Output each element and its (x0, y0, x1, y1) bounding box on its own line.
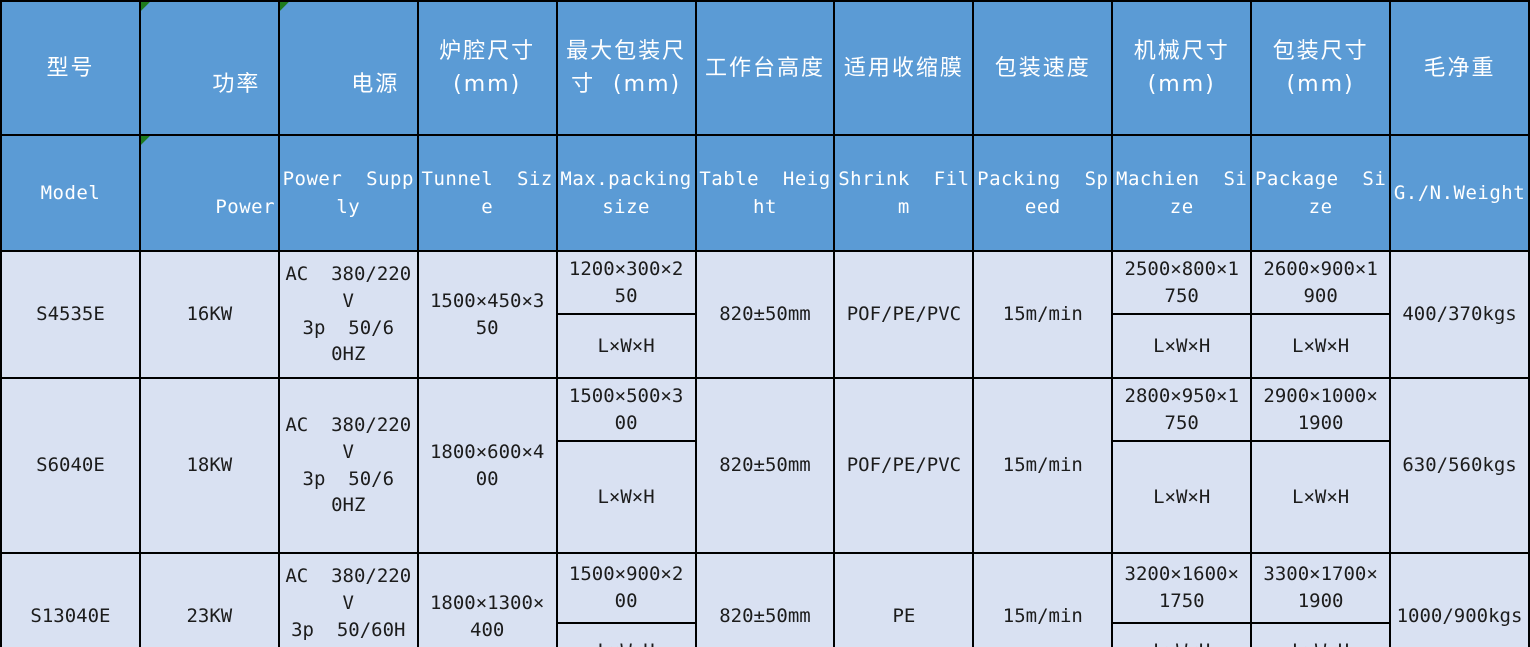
header-en-power-label: Power (215, 196, 276, 218)
cell-machine-lwh[interactable]: L×W×H (1111, 313, 1253, 379)
cell-max-packing-lwh[interactable]: L×W×H (555, 622, 697, 647)
row-s13040e-sub: L×W×H L×W×H L×W×H (1, 622, 1529, 647)
header-cn-table-height[interactable]: 工作台高度 (694, 0, 836, 136)
cell-power-supply[interactable]: AC 380/220V 3p 50/60H Z (277, 552, 419, 647)
header-en-max-packing[interactable]: Max.packing size (555, 134, 697, 252)
cell-model[interactable]: S13040E (0, 552, 141, 647)
cell-shrink-film[interactable]: PE (833, 552, 975, 647)
cell-weight[interactable]: 630/560kgs (1389, 377, 1530, 554)
row-s4535e-sub: L×W×H L×W×H L×W×H (1, 313, 1529, 379)
cell-package-size[interactable]: 2600×900×1 900 (1250, 250, 1392, 315)
header-cn-packing-speed[interactable]: 包装速度 (972, 0, 1114, 136)
header-cn-power[interactable]: 功率 (138, 0, 280, 136)
header-cn-max-packing[interactable]: 最大包装尺 寸 (mm) (555, 0, 697, 136)
header-en-tunnel-size[interactable]: Tunnel Siz e (416, 134, 558, 252)
cell-model[interactable]: S4535E (0, 250, 141, 379)
cell-power[interactable]: 16KW (138, 250, 280, 379)
cell-tunnel-size[interactable]: 1800×1300× 400 (416, 552, 558, 647)
header-cn-power-supply-label: 电源 (351, 72, 400, 97)
cell-weight[interactable]: 400/370kgs (1389, 250, 1530, 379)
header-en-package-size[interactable]: Package Si ze (1250, 134, 1392, 252)
header-en-model[interactable]: Model (0, 134, 141, 252)
cell-max-packing-size[interactable]: 1200×300×2 50 (555, 250, 697, 315)
cell-machine-size[interactable]: 2500×800×1 750 (1111, 250, 1253, 315)
cell-machine-lwh[interactable]: L×W×H (1111, 440, 1253, 554)
cell-tunnel-size[interactable]: 1500×450×3 50 (416, 250, 558, 379)
cell-packing-speed[interactable]: 15m/min (972, 377, 1114, 554)
header-row-en: Model Power Power Supp ly Tunnel Siz e M… (0, 134, 1530, 252)
cell-power[interactable]: 23KW (138, 552, 280, 647)
cell-shrink-film[interactable]: POF/PE/PVC (833, 377, 975, 554)
cell-power[interactable]: 18KW (138, 377, 280, 554)
cell-max-packing-lwh[interactable]: L×W×H (555, 440, 697, 554)
header-en-machine-size[interactable]: Machien Si ze (1111, 134, 1253, 252)
cell-package-lwh[interactable]: L×W×H (1250, 440, 1392, 554)
cell-max-packing-lwh[interactable]: L×W×H (555, 313, 697, 379)
header-cn-machine-size[interactable]: 机械尺寸 (mm) (1111, 0, 1253, 136)
cell-error-indicator-icon (141, 137, 150, 145)
header-cn-tunnel-size[interactable]: 炉腔尺寸 (mm) (416, 0, 558, 136)
header-en-weight[interactable]: G./N.Weight (1389, 134, 1530, 252)
cell-machine-lwh[interactable]: L×W×H (1111, 622, 1253, 647)
cell-power-supply[interactable]: AC 380/220V 3p 50/6 0HZ (277, 377, 419, 554)
cell-max-packing-size[interactable]: 1500×500×3 00 (555, 377, 697, 442)
header-row-cn: 型号 功率 电源 炉腔尺寸 (mm) 最大包装尺 寸 (mm) 工作台高度 适用… (0, 0, 1530, 136)
header-en-table-height[interactable]: Table Heig ht (694, 134, 836, 252)
header-cn-power-label: 功率 (212, 72, 261, 97)
cell-table-height[interactable]: 820±50mm (694, 377, 836, 554)
cell-error-indicator-icon (280, 3, 289, 11)
header-cn-weight[interactable]: 毛净重 (1389, 0, 1530, 136)
cell-weight[interactable]: 1000/900kgs (1389, 552, 1530, 647)
cell-model[interactable]: S6040E (0, 377, 141, 554)
cell-error-indicator-icon (141, 3, 150, 11)
cell-max-packing-size[interactable]: 1500×900×2 00 (555, 552, 697, 624)
header-en-packing-speed[interactable]: Packing Sp eed (972, 134, 1114, 252)
header-cn-shrink-film[interactable]: 适用收缩膜 (833, 0, 975, 136)
row-s4535e: S4535E 16KW AC 380/220V 3p 50/6 0HZ 1500… (0, 250, 1530, 379)
header-en-power-supply[interactable]: Power Supp ly (277, 134, 419, 252)
row-s6040e: S6040E 18KW AC 380/220V 3p 50/6 0HZ 1800… (0, 377, 1530, 554)
row-s13040e: S13040E 23KW AC 380/220V 3p 50/60H Z 180… (0, 552, 1530, 647)
cell-packing-speed[interactable]: 15m/min (972, 552, 1114, 647)
cell-machine-size[interactable]: 3200×1600× 1750 (1111, 552, 1253, 624)
cell-package-lwh[interactable]: L×W×H (1250, 622, 1392, 647)
cell-packing-speed[interactable]: 15m/min (972, 250, 1114, 379)
header-en-power[interactable]: Power (138, 134, 280, 252)
cell-package-lwh[interactable]: L×W×H (1250, 313, 1392, 379)
cell-table-height[interactable]: 820±50mm (694, 250, 836, 379)
cell-tunnel-size[interactable]: 1800×600×4 00 (416, 377, 558, 554)
cell-machine-size[interactable]: 2800×950×1 750 (1111, 377, 1253, 442)
cell-package-size[interactable]: 3300×1700× 1900 (1250, 552, 1392, 624)
cell-package-size[interactable]: 2900×1000× 1900 (1250, 377, 1392, 442)
header-en-shrink-film[interactable]: Shrink Fil m (833, 134, 975, 252)
cell-shrink-film[interactable]: POF/PE/PVC (833, 250, 975, 379)
header-cn-model[interactable]: 型号 (0, 0, 141, 136)
row-s6040e-sub: L×W×H L×W×H L×W×H (1, 440, 1529, 554)
header-cn-package-size[interactable]: 包装尺寸 (mm) (1250, 0, 1392, 136)
cell-power-supply[interactable]: AC 380/220V 3p 50/6 0HZ (277, 250, 419, 379)
header-cn-power-supply[interactable]: 电源 (277, 0, 419, 136)
cell-table-height[interactable]: 820±50mm (694, 552, 836, 647)
